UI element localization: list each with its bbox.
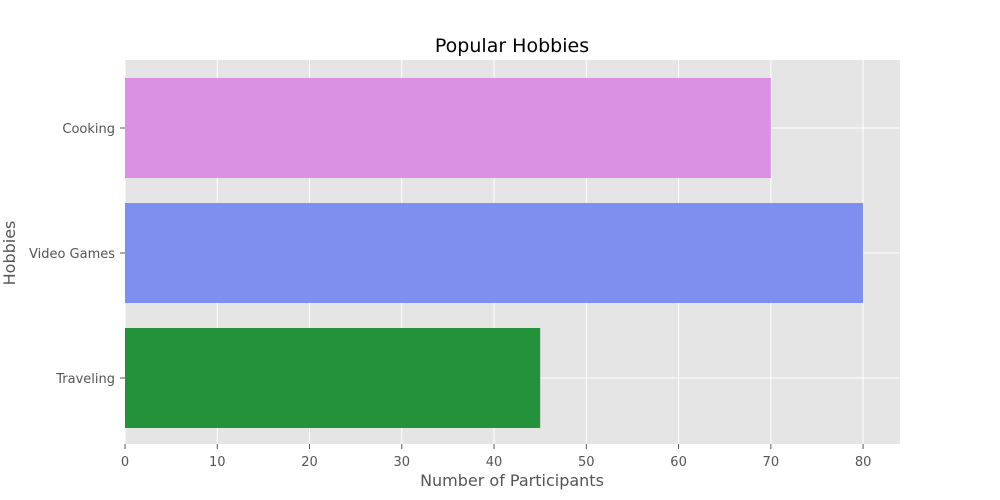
x-tick-label: 60 (670, 455, 687, 470)
bar-cooking (125, 78, 771, 178)
x-axis-ticks: 0 10 20 30 40 50 60 70 80 (121, 444, 872, 470)
y-tick-label: Traveling (55, 372, 115, 387)
x-axis-label: Number of Participants (420, 471, 604, 490)
chart-title: Popular Hobbies (435, 35, 589, 57)
y-axis-ticks: Traveling Video Games Cooking (29, 122, 125, 387)
y-axis-label: Hobbies (0, 221, 19, 286)
y-tick-label: Cooking (62, 122, 115, 137)
x-tick-label: 0 (121, 455, 129, 470)
bar-traveling (125, 328, 541, 428)
x-tick-label: 40 (486, 455, 503, 470)
x-tick-label: 30 (394, 455, 411, 470)
x-tick-label: 20 (301, 455, 318, 470)
x-tick-label: 50 (578, 455, 595, 470)
y-tick-label: Video Games (29, 247, 115, 262)
bar-video-games (125, 203, 864, 303)
x-tick-label: 10 (209, 455, 226, 470)
x-tick-label: 80 (855, 455, 872, 470)
x-tick-label: 70 (763, 455, 780, 470)
bars (125, 78, 864, 428)
